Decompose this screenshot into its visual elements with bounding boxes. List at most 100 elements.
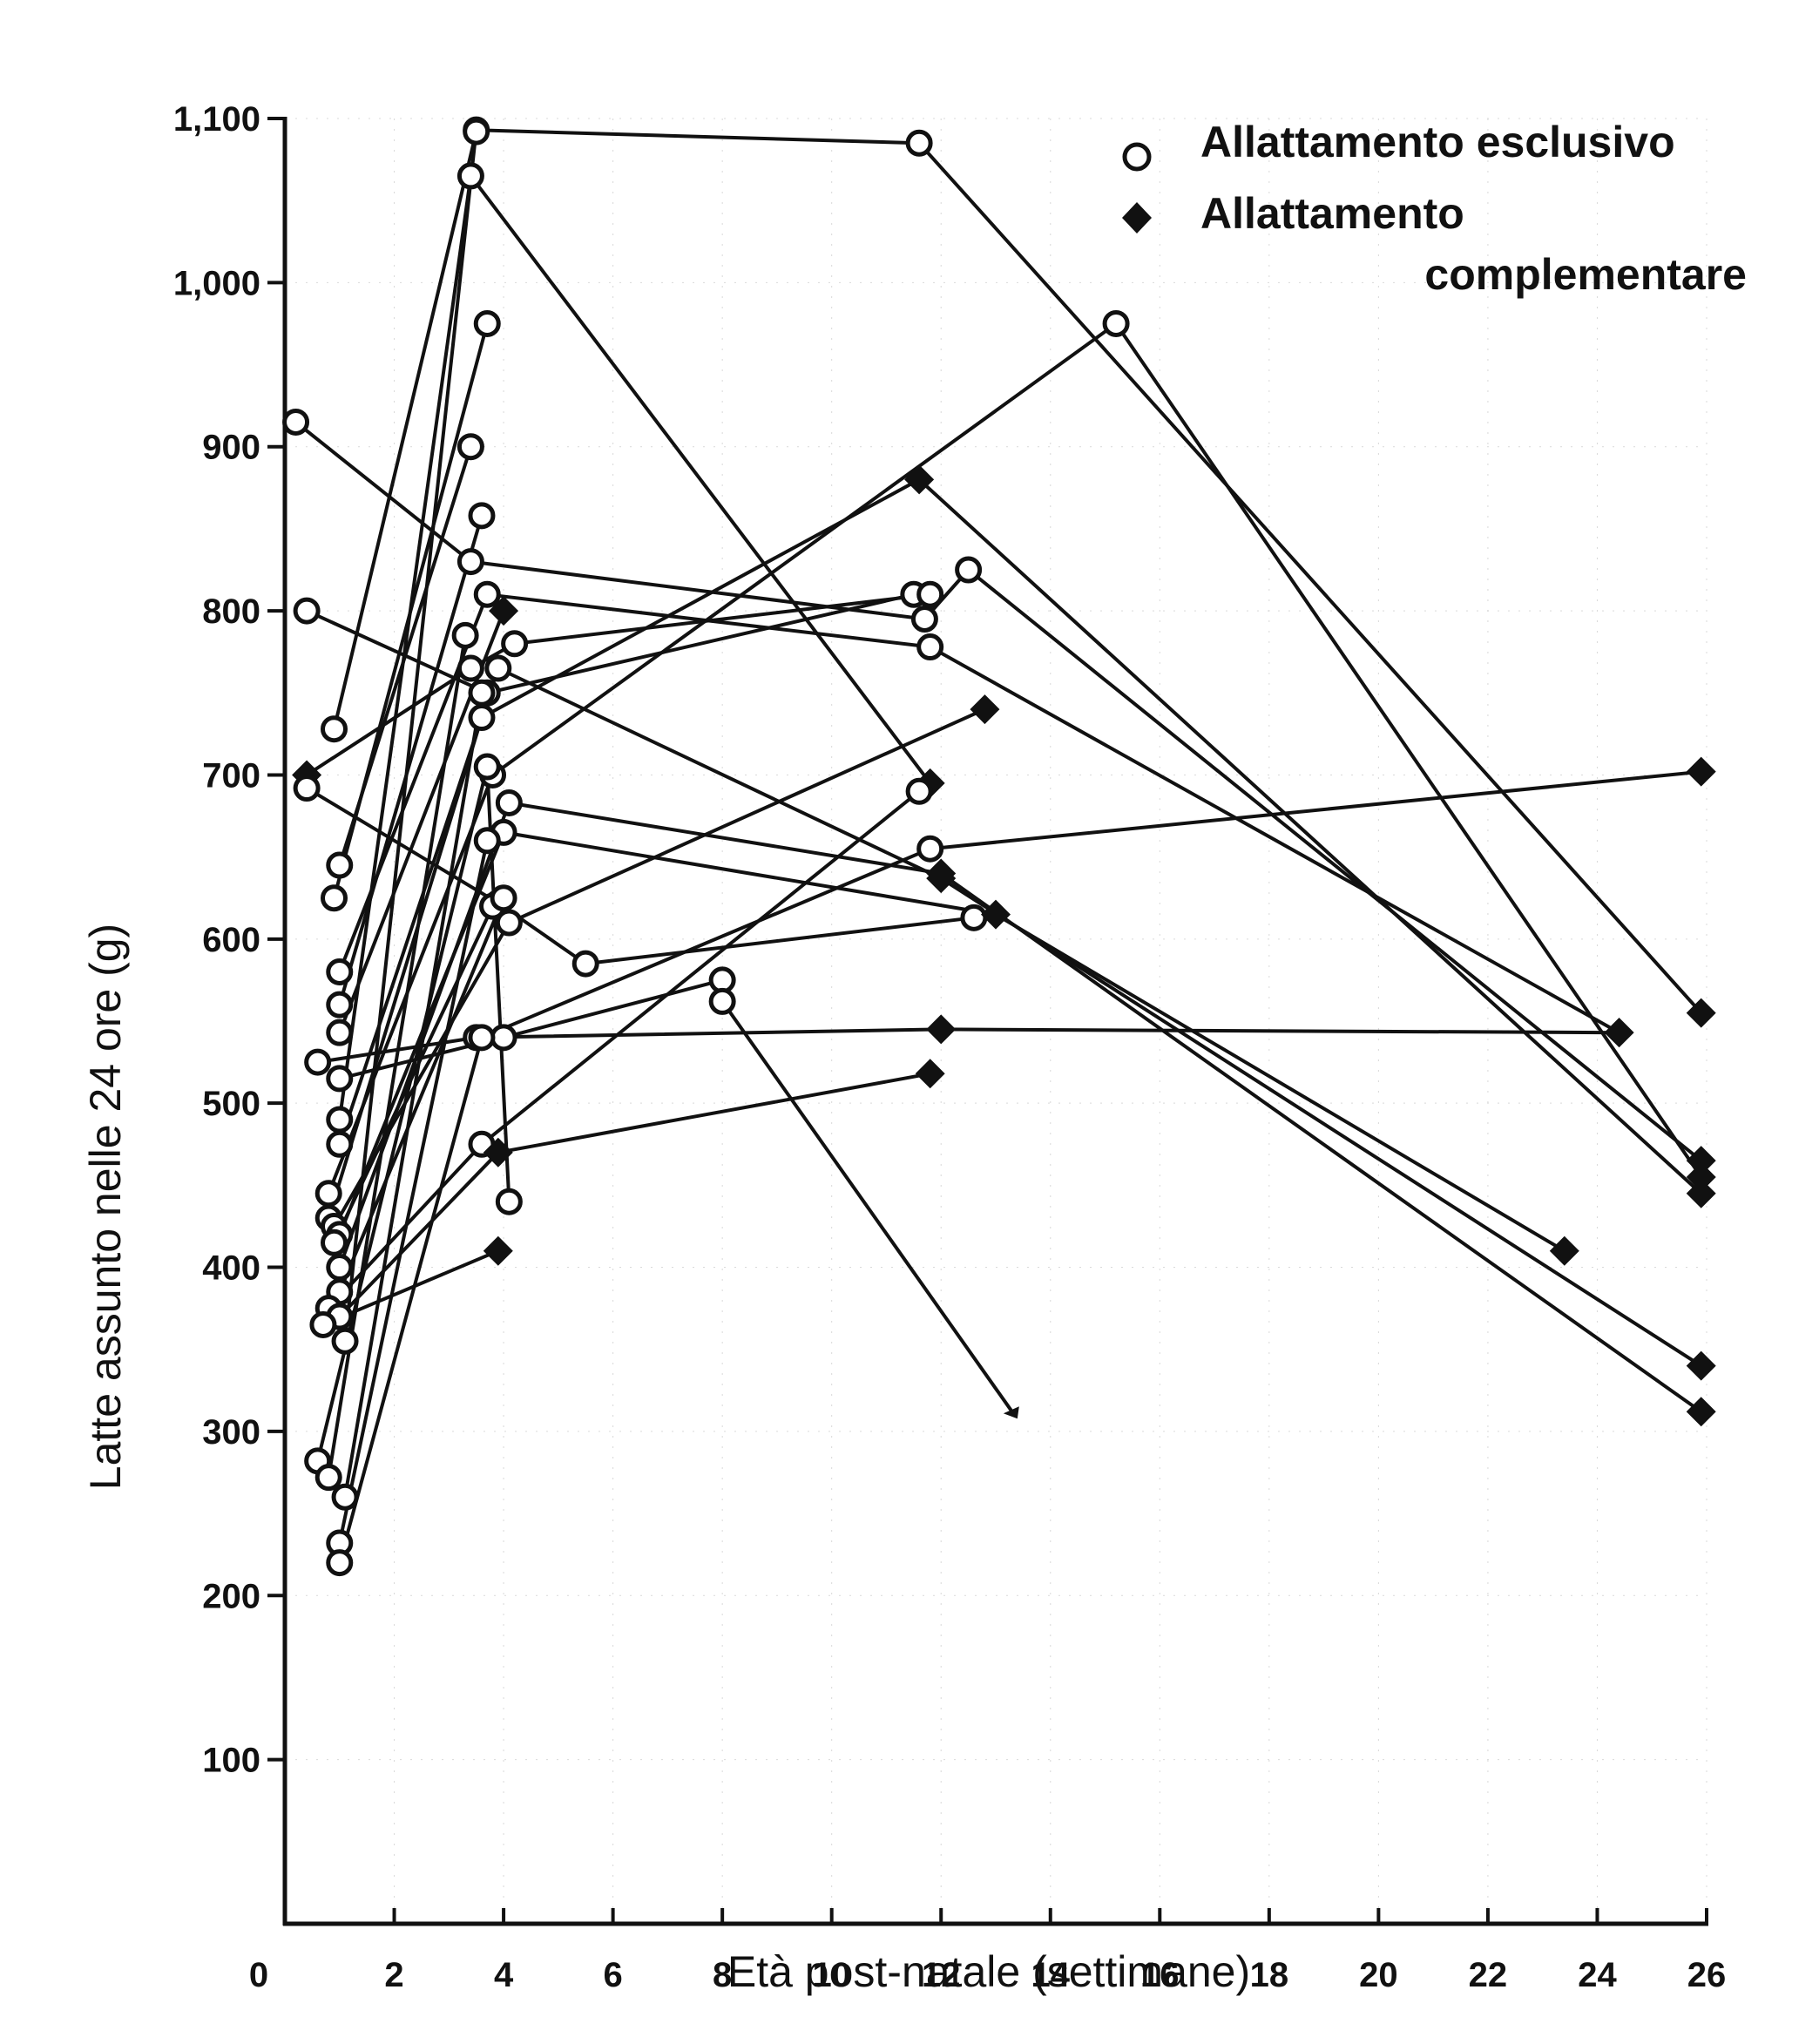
point-exclusive xyxy=(468,704,496,732)
y-axis-title: Latte assunto nelle 24 ore (g) xyxy=(81,924,130,1490)
point-exclusive xyxy=(490,884,517,912)
point-endmark xyxy=(1003,1406,1019,1419)
x-tick-label: 14 xyxy=(1031,1956,1071,1994)
y-tick-label: 400 xyxy=(202,1249,260,1288)
point-exclusive xyxy=(1102,309,1130,337)
series-line-s2 xyxy=(343,128,1703,1342)
y-tick-label: 500 xyxy=(202,1085,260,1123)
point-exclusive xyxy=(916,835,944,863)
point-complementary xyxy=(483,1137,513,1168)
point-exclusive xyxy=(293,597,321,625)
point-exclusive xyxy=(326,1130,354,1158)
point-complementary xyxy=(1686,998,1716,1028)
point-complementary xyxy=(1686,1161,1716,1192)
point-exclusive xyxy=(473,580,501,608)
series-line-s1 xyxy=(337,173,932,1120)
series-line-s18 xyxy=(332,707,986,1228)
point-complementary xyxy=(1686,756,1716,787)
point-exclusive xyxy=(484,654,512,682)
x-axis-title: Età post-natale (settimane) xyxy=(727,1947,1250,1996)
series-line-s9 xyxy=(306,786,975,966)
point-complementary xyxy=(981,899,1011,930)
point-exclusive xyxy=(473,827,501,855)
y-tick-label: 100 xyxy=(202,1742,260,1780)
point-exclusive xyxy=(495,909,523,937)
x-tick-label: 6 xyxy=(603,1956,622,1994)
legend: Allattamento esclusivo Allattamento comp… xyxy=(1122,118,1747,299)
point-exclusive xyxy=(490,1024,517,1052)
point-complementary xyxy=(1686,1397,1716,1427)
series-line-s3 xyxy=(332,131,478,730)
point-exclusive xyxy=(326,1065,354,1093)
point-exclusive xyxy=(320,715,348,743)
series-line-s10 xyxy=(337,592,1620,1034)
point-exclusive xyxy=(456,548,484,576)
y-tick-label: 800 xyxy=(202,592,260,631)
point-exclusive xyxy=(955,556,983,584)
series-line-s16 xyxy=(327,321,1703,1195)
x-tick-label: 10 xyxy=(812,1956,851,1994)
series-line-s29 xyxy=(337,840,490,1544)
legend-label-complementary-2: complementare xyxy=(1424,250,1747,299)
x-tick-label: 18 xyxy=(1250,1956,1289,1994)
point-exclusive xyxy=(473,753,501,781)
x-tick-label: 22 xyxy=(1469,1956,1508,1994)
series-lines xyxy=(294,128,1703,1564)
legend-marker-complementary xyxy=(1122,202,1152,234)
point-exclusive xyxy=(916,633,944,661)
point-complementary xyxy=(926,1014,957,1045)
point-exclusive xyxy=(304,1048,332,1076)
series-line-s15 xyxy=(337,667,1702,1368)
axis-ticks: 0 2 4 6 8 10 12 14 16 18 20 22 24 2610020030040050060… xyxy=(173,100,1726,1994)
x-tick-label: 12 xyxy=(922,1956,961,1994)
point-exclusive xyxy=(320,1228,348,1256)
x-tick-label: 24 xyxy=(1578,1956,1617,1994)
point-exclusive xyxy=(468,679,496,707)
point-exclusive xyxy=(326,1254,354,1282)
point-exclusive xyxy=(331,1483,359,1511)
point-exclusive xyxy=(463,118,490,146)
point-exclusive xyxy=(456,654,484,682)
point-exclusive xyxy=(326,851,354,879)
point-exclusive xyxy=(468,1024,496,1052)
point-exclusive xyxy=(314,1464,342,1492)
point-exclusive xyxy=(293,775,321,802)
point-complementary xyxy=(1686,1178,1716,1208)
y-tick-label: 300 xyxy=(202,1413,260,1452)
point-exclusive xyxy=(495,788,523,816)
point-exclusive xyxy=(916,580,944,608)
point-exclusive xyxy=(326,1019,354,1046)
point-exclusive xyxy=(326,958,354,985)
point-exclusive xyxy=(571,950,599,978)
point-exclusive xyxy=(331,1327,359,1355)
x-tick-label: 4 xyxy=(494,1956,514,1994)
axes xyxy=(282,117,1708,1926)
series-line-s22 xyxy=(337,897,505,1293)
point-complementary xyxy=(1686,1146,1716,1176)
series-line-s11 xyxy=(337,515,483,1005)
legend-label-exclusive: Allattamento esclusivo xyxy=(1200,118,1675,166)
x-tick-label: 16 xyxy=(1140,1956,1180,1994)
point-exclusive xyxy=(468,502,496,530)
series-line-s21 xyxy=(337,801,1702,1413)
point-exclusive xyxy=(456,162,484,190)
y-tick-label: 600 xyxy=(202,921,260,959)
point-exclusive xyxy=(320,884,348,912)
x-tick-label: 8 xyxy=(713,1956,732,1994)
point-exclusive xyxy=(495,1188,523,1215)
series-line-s30 xyxy=(337,769,1701,1564)
y-tick-label: 700 xyxy=(202,756,260,795)
series-line-s28 xyxy=(343,692,483,1498)
y-tick-label: 200 xyxy=(202,1577,260,1615)
point-complementary xyxy=(1686,1350,1716,1381)
y-tick-label: 900 xyxy=(202,429,260,467)
series-line-s17 xyxy=(327,477,1703,1219)
x-tick-label: 20 xyxy=(1359,1956,1398,1994)
x-tick-label: 0 xyxy=(249,1956,268,1994)
series-line-s19 xyxy=(337,830,1565,1253)
point-exclusive xyxy=(473,309,501,337)
point-complementary xyxy=(915,1059,945,1089)
point-exclusive xyxy=(326,1549,354,1577)
y-tick-label: 1,000 xyxy=(173,264,260,302)
